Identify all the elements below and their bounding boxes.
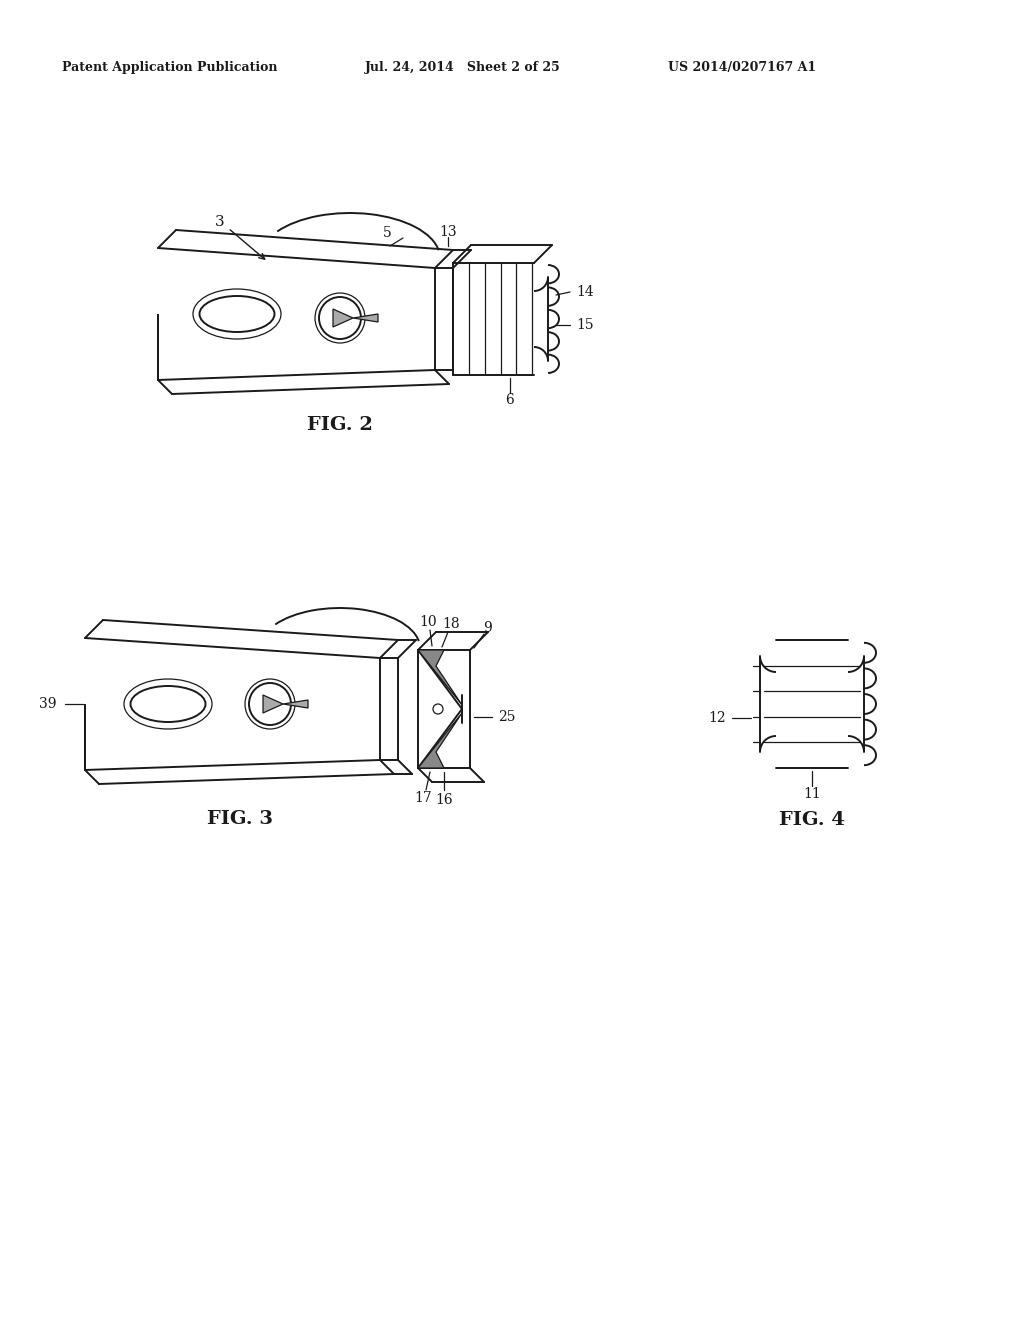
Text: 3: 3 <box>215 215 225 228</box>
Text: 13: 13 <box>439 224 457 239</box>
Text: 14: 14 <box>575 285 594 300</box>
Text: 5: 5 <box>383 226 391 240</box>
Text: 11: 11 <box>803 787 821 801</box>
Text: 6: 6 <box>506 393 514 407</box>
Text: 17: 17 <box>414 791 432 805</box>
Text: 25: 25 <box>498 710 515 723</box>
Text: 16: 16 <box>435 793 453 807</box>
Polygon shape <box>283 700 308 708</box>
Polygon shape <box>418 713 462 768</box>
Text: 18: 18 <box>442 616 460 631</box>
Text: Patent Application Publication: Patent Application Publication <box>62 62 278 74</box>
Text: FIG. 2: FIG. 2 <box>307 416 373 434</box>
Text: 10: 10 <box>419 615 437 630</box>
Polygon shape <box>333 309 353 327</box>
Polygon shape <box>418 649 462 705</box>
Polygon shape <box>353 314 378 322</box>
Text: FIG. 4: FIG. 4 <box>779 810 845 829</box>
Polygon shape <box>263 696 283 713</box>
Text: US 2014/0207167 A1: US 2014/0207167 A1 <box>668 62 816 74</box>
Text: 15: 15 <box>575 318 594 333</box>
Text: FIG. 3: FIG. 3 <box>207 810 273 828</box>
Text: Jul. 24, 2014   Sheet 2 of 25: Jul. 24, 2014 Sheet 2 of 25 <box>365 62 561 74</box>
Text: 39: 39 <box>40 697 57 711</box>
Text: 12: 12 <box>709 711 726 725</box>
Text: 9: 9 <box>483 620 493 635</box>
